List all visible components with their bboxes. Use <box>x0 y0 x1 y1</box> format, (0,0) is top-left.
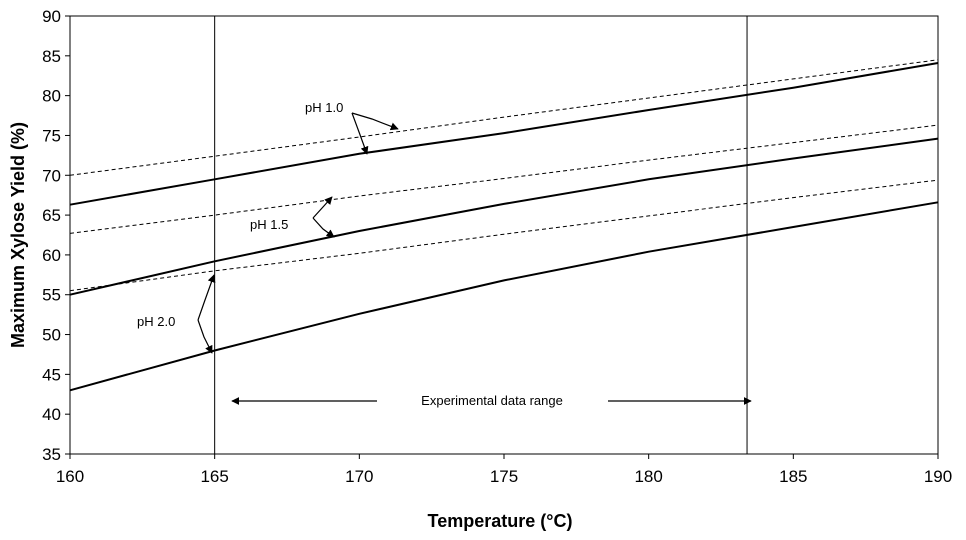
y-tick-label: 60 <box>42 246 61 265</box>
y-tick-label: 85 <box>42 47 61 66</box>
ph20-arrow-upper <box>197 274 216 321</box>
x-tick-label: 185 <box>779 467 807 486</box>
series-line-ph-1-0-dashed <box>69 59 939 176</box>
y-axis: 35 40 45 50 55 60 65 70 75 80 85 90 <box>42 7 70 464</box>
y-tick-label: 45 <box>42 365 61 384</box>
y-tick-label: 70 <box>42 166 61 185</box>
y-tick-label: 65 <box>42 206 61 225</box>
y-tick-label: 75 <box>42 126 61 145</box>
ph15-arrow-lower <box>312 217 335 238</box>
annotation-ph15: pH 1.5 <box>250 217 288 232</box>
series-line-ph-1-5-solid <box>69 137 939 296</box>
series-line-ph-1-5-dashed <box>69 124 939 234</box>
y-tick-label: 55 <box>42 286 61 305</box>
x-tick-label: 180 <box>634 467 662 486</box>
y-tick-label: 50 <box>42 326 61 345</box>
x-tick-label: 160 <box>56 467 84 486</box>
annotation-range: Experimental data range <box>421 393 563 408</box>
plot-area <box>69 15 939 455</box>
ph10-arrow-lower <box>351 112 369 155</box>
y-tick-label: 80 <box>42 87 61 106</box>
y-axis-title: Maximum Xylose Yield (%) <box>8 122 28 348</box>
annotation-ph20: pH 2.0 <box>137 314 175 329</box>
x-tick-label: 170 <box>345 467 373 486</box>
ph15-arrow-upper <box>312 196 333 219</box>
x-tick-label: 175 <box>490 467 518 486</box>
ph10-arrow-upper <box>351 112 399 131</box>
x-axis: 160 165 170 175 180 185 190 <box>56 454 952 486</box>
annotation-ph10: pH 1.0 <box>305 100 343 115</box>
series-lines <box>69 59 939 392</box>
series-line-ph-2-0-dashed <box>69 179 939 292</box>
annotations: pH 1.0 pH 1.5 pH 2.0 Experimental data r… <box>137 100 752 408</box>
x-tick-label: 190 <box>924 467 952 486</box>
y-tick-label: 40 <box>42 405 61 424</box>
ph20-arrow-lower <box>197 319 213 354</box>
x-tick-label: 165 <box>200 467 228 486</box>
x-axis-title: Temperature (°C) <box>428 511 573 531</box>
series-line-ph-2-0-solid <box>69 201 939 392</box>
series-line-ph-1-0-solid <box>69 62 939 206</box>
y-tick-label: 90 <box>42 7 61 26</box>
y-tick-label: 35 <box>42 445 61 464</box>
